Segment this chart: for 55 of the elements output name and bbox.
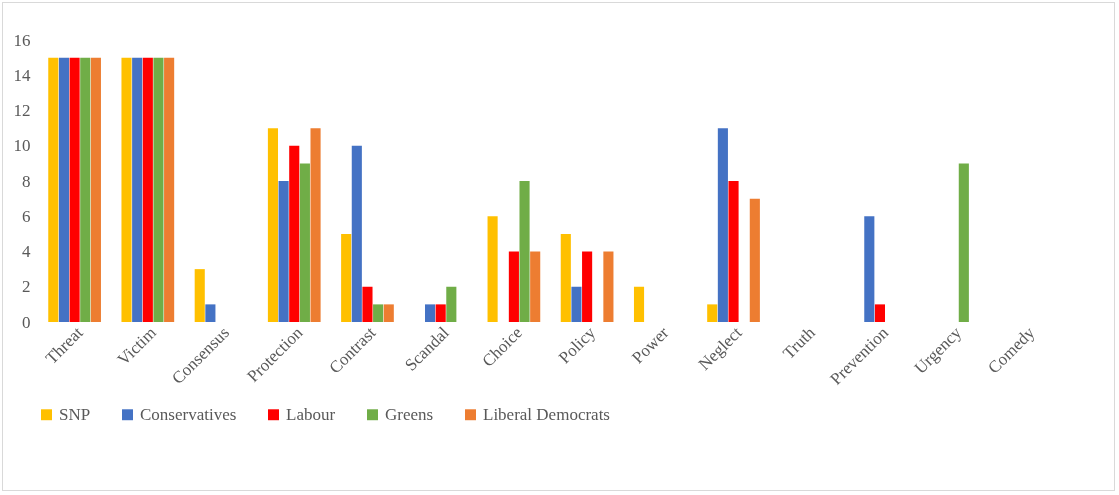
bar (69, 57, 80, 322)
bar (633, 286, 645, 322)
bar (424, 304, 436, 322)
y-tick-label: 4 (22, 242, 31, 261)
legend-label: SNP (59, 404, 91, 424)
bar (446, 286, 457, 322)
bar (289, 145, 300, 322)
bar (603, 251, 614, 322)
bar (121, 57, 132, 322)
bar (164, 57, 175, 322)
bar (874, 304, 886, 322)
bar (560, 233, 571, 322)
y-tick-label: 0 (22, 312, 31, 332)
bar (194, 269, 205, 322)
bar (373, 304, 384, 322)
bar (582, 251, 593, 322)
y-tick-label: 8 (22, 171, 31, 191)
legend-label: Labour (286, 404, 336, 424)
bar (958, 163, 969, 322)
y-tick-label: 2 (22, 277, 31, 297)
bar (341, 233, 352, 322)
bar (383, 304, 394, 322)
bar (299, 163, 310, 322)
bar (132, 57, 143, 322)
bar (142, 57, 153, 322)
bar (508, 251, 519, 322)
bar (864, 216, 875, 322)
y-tick-label: 12 (13, 101, 31, 120)
y-tick-label: 14 (13, 65, 31, 85)
bar (80, 57, 91, 322)
bar (728, 181, 739, 322)
bar (519, 181, 530, 322)
bar (153, 57, 164, 322)
bar (351, 145, 362, 322)
y-tick-label: 10 (13, 136, 31, 156)
y-tick-label: 6 (22, 206, 31, 226)
bar (205, 304, 216, 322)
bar (267, 128, 279, 322)
legend-label: Liberal Democrats (483, 404, 610, 424)
y-tick-label: 16 (13, 30, 31, 50)
bar (749, 198, 760, 322)
bar (530, 251, 541, 322)
bar (48, 57, 59, 322)
legend-label: Greens (385, 404, 434, 424)
bar (707, 304, 718, 322)
bar (58, 57, 70, 322)
legend-label: Conservatives (140, 404, 237, 424)
bar (487, 216, 498, 322)
bar (90, 57, 101, 322)
bar (278, 181, 289, 322)
bar (435, 304, 446, 322)
bar (310, 128, 321, 322)
bar (571, 286, 582, 322)
bar (717, 128, 728, 322)
bar (362, 286, 373, 322)
